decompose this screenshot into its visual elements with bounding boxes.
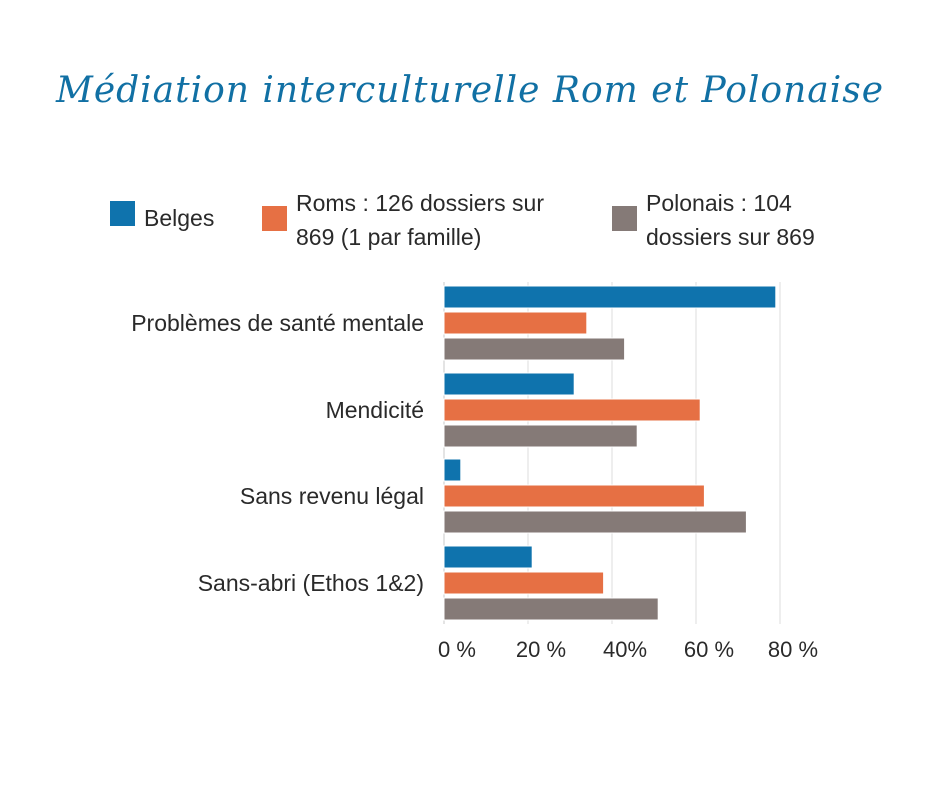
bar-3-0 xyxy=(443,545,533,569)
x-tick-label-1: 20 % xyxy=(516,637,566,662)
bar-3-1 xyxy=(443,571,605,595)
bar-0-2 xyxy=(443,337,626,361)
category-label-0: Problèmes de santé mentale xyxy=(131,310,424,336)
legend-label-belges: Belges xyxy=(144,205,215,231)
legend-label-polonais: Polonais : 104 dossiers sur 869 xyxy=(646,190,815,250)
category-label-2: Sans revenu légal xyxy=(240,483,424,509)
x-tick-label-3: 60 % xyxy=(684,637,734,662)
legend-label-roms: Roms : 126 dossiers sur 869 (1 par famil… xyxy=(296,190,544,250)
bar-2-2 xyxy=(443,510,747,534)
x-tick-label-0: 0 % xyxy=(438,637,476,662)
bar-1-2 xyxy=(443,424,638,448)
bar-1-1 xyxy=(443,398,701,422)
bar-0-1 xyxy=(443,311,588,335)
legend-item-belges: Belges xyxy=(110,201,214,235)
bar-2-1 xyxy=(443,484,705,508)
category-label-1: Mendicité xyxy=(326,397,424,423)
legend-swatch-polonais xyxy=(612,206,637,231)
legend-swatch-belges xyxy=(110,201,135,226)
chart-title: Médiation interculturelle Rom et Polonai… xyxy=(55,70,885,111)
legend-swatch-roms xyxy=(262,206,287,231)
category-label-3: Sans-abri (Ethos 1&2) xyxy=(198,570,424,596)
bar-0-0 xyxy=(443,285,777,309)
legend-item-roms: Roms : 126 dossiers sur 869 (1 par famil… xyxy=(262,186,592,254)
x-tick-label-2: 40% xyxy=(603,637,647,662)
bar-2-0 xyxy=(443,458,462,482)
legend-item-polonais: Polonais : 104 dossiers sur 869 xyxy=(612,186,852,254)
bar-3-2 xyxy=(443,597,659,621)
bar-1-0 xyxy=(443,372,575,396)
x-tick-label-4: 80 % xyxy=(768,637,818,662)
